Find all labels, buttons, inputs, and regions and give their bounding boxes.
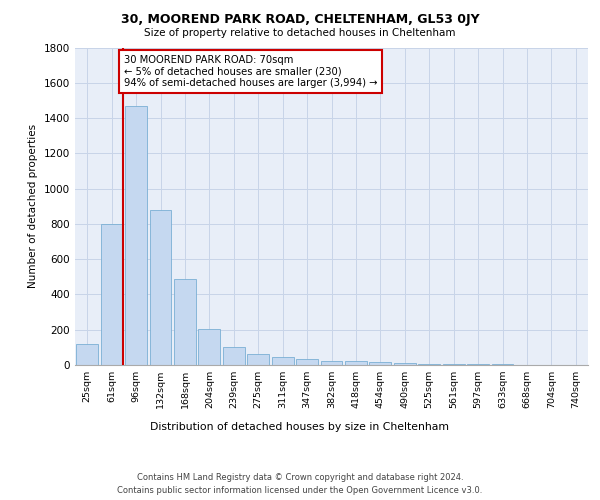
Y-axis label: Number of detached properties: Number of detached properties: [28, 124, 38, 288]
Bar: [345, 362, 367, 365]
Text: Distribution of detached houses by size in Cheltenham: Distribution of detached houses by size …: [151, 422, 449, 432]
Bar: [320, 360, 343, 365]
Bar: [272, 357, 293, 365]
Bar: [491, 364, 514, 365]
Bar: [149, 210, 172, 365]
Text: 30 MOOREND PARK ROAD: 70sqm
← 5% of detached houses are smaller (230)
94% of sem: 30 MOOREND PARK ROAD: 70sqm ← 5% of deta…: [124, 54, 377, 88]
Text: Contains HM Land Registry data © Crown copyright and database right 2024.: Contains HM Land Registry data © Crown c…: [137, 472, 463, 482]
Bar: [467, 364, 489, 365]
Text: 30, MOOREND PARK ROAD, CHELTENHAM, GL53 0JY: 30, MOOREND PARK ROAD, CHELTENHAM, GL53 …: [121, 12, 479, 26]
Bar: [443, 364, 464, 365]
Bar: [223, 348, 245, 365]
Bar: [101, 224, 122, 365]
Bar: [125, 106, 147, 365]
Bar: [199, 329, 220, 365]
Bar: [394, 363, 416, 365]
Bar: [370, 362, 391, 365]
Bar: [296, 359, 318, 365]
Text: Size of property relative to detached houses in Cheltenham: Size of property relative to detached ho…: [144, 28, 456, 38]
Bar: [76, 344, 98, 365]
Bar: [418, 364, 440, 365]
Bar: [174, 278, 196, 365]
Bar: [247, 354, 269, 365]
Text: Contains public sector information licensed under the Open Government Licence v3: Contains public sector information licen…: [118, 486, 482, 495]
